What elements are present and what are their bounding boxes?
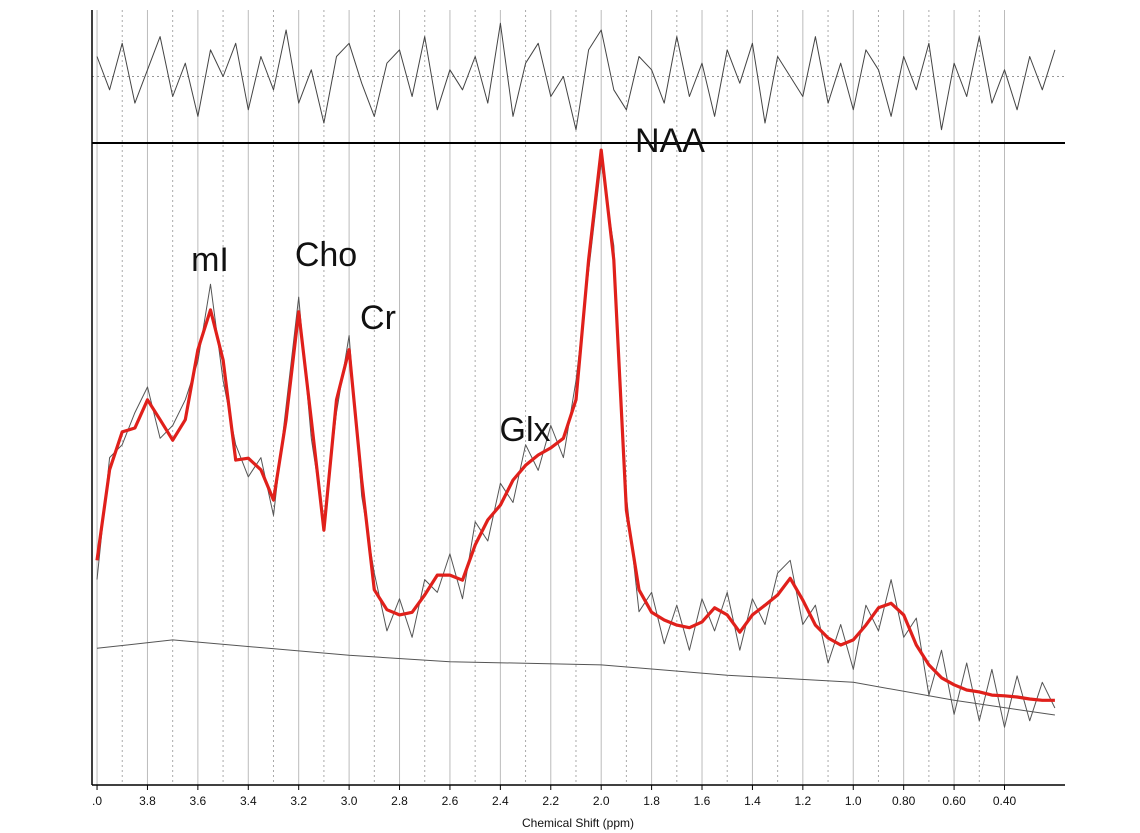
spectrum-line (96, 161, 1056, 728)
x-tick-label: 2.8 (391, 794, 408, 808)
x-tick-label: 3.0 (341, 794, 358, 808)
x-tick-label: 0.40 (993, 794, 1017, 808)
x-axis-label: Chemical Shift (ppm) (522, 816, 634, 830)
residual-line (96, 22, 1056, 131)
x-tick-label: 0.60 (942, 794, 966, 808)
x-tick-label: 1.2 (795, 794, 812, 808)
x-tick-label: 2.0 (593, 794, 610, 808)
x-tick-label: 3.4 (240, 794, 257, 808)
peak-label: mI (191, 241, 229, 279)
peak-label: NAA (635, 122, 705, 160)
x-tick-label: 3.2 (290, 794, 307, 808)
x-tick-label: 2.4 (492, 794, 509, 808)
spectrum-line (95, 148, 1055, 702)
x-tick-label: 1.8 (643, 794, 660, 808)
x-tick-label: 0.80 (892, 794, 916, 808)
peak-label: Glx (500, 411, 551, 449)
x-tick-label: 1.6 (694, 794, 711, 808)
x-tick-label: 3.8 (139, 794, 156, 808)
x-tick-label: .0 (92, 794, 102, 808)
x-tick-label: 2.6 (442, 794, 459, 808)
x-tick-label: 3.6 (190, 794, 207, 808)
x-tick-label: 1.0 (845, 794, 862, 808)
x-tick-label: 2.2 (542, 794, 559, 808)
peak-label: Cho (295, 236, 357, 274)
peak-label: Cr (360, 299, 396, 337)
x-tick-label: 1.4 (744, 794, 761, 808)
spectrum-line (96, 639, 1055, 716)
